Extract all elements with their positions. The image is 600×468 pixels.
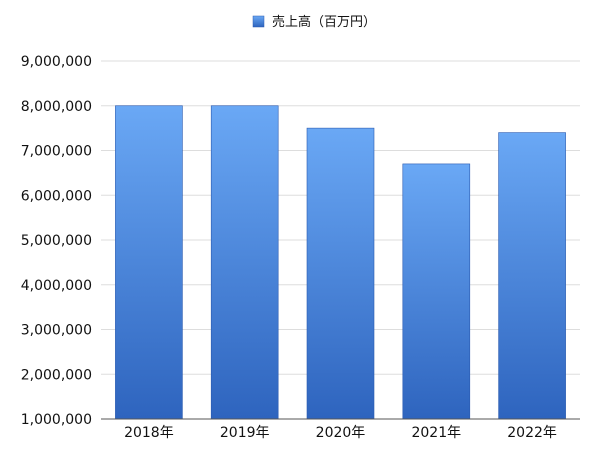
- x-tick-label: 2020年: [316, 425, 366, 441]
- bars: [115, 105, 566, 420]
- x-tick-label: 2018年: [124, 425, 174, 441]
- x-tick-label: 2019年: [220, 425, 270, 441]
- bar-2020年: [306, 127, 375, 420]
- bar-2022年: [498, 132, 566, 420]
- bar-2019年: [210, 105, 279, 420]
- y-tick-label: 5,000,000: [21, 233, 92, 249]
- y-tick-label: 2,000,000: [21, 367, 92, 383]
- x-tick-label: 2022年: [507, 425, 557, 441]
- y-axis-tick-labels: 1,000,000 2,000,000 3,000,000 4,000,000 5,00…: [21, 54, 92, 428]
- x-tick-label: 2021年: [411, 425, 461, 441]
- y-tick-label: 8,000,000: [21, 99, 92, 115]
- legend: 売上高（百万円）: [252, 14, 376, 30]
- y-tick-label: 9,000,000: [21, 54, 92, 70]
- y-tick-label: 7,000,000: [21, 144, 92, 160]
- bar-2018年: [115, 105, 183, 420]
- y-tick-label: 3,000,000: [21, 323, 92, 339]
- x-axis-tick-labels: 2018年 2019年 2020年 2021年 2022年: [124, 425, 557, 441]
- legend-label-sales: 売上高（百万円）: [272, 14, 376, 30]
- legend-swatch-sales: [252, 15, 265, 28]
- y-tick-label: 4,000,000: [21, 278, 92, 294]
- y-tick-label: 6,000,000: [21, 188, 92, 204]
- bar-2021年: [402, 163, 471, 420]
- y-tick-label: 1,000,000: [21, 412, 92, 428]
